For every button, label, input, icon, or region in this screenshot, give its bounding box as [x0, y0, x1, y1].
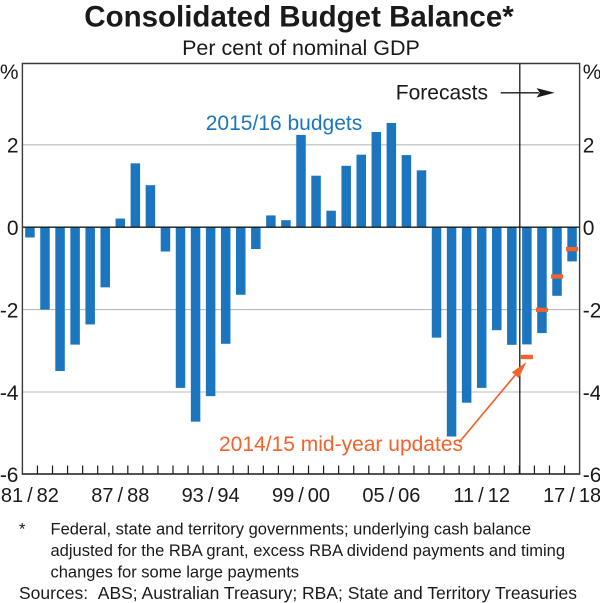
- svg-text:17 / 18: 17 / 18: [543, 485, 600, 507]
- svg-text:99 / 00: 99 / 00: [272, 485, 330, 507]
- svg-text:adjusted for the RBA grant, ex: adjusted for the RBA grant, excess RBA d…: [51, 542, 566, 560]
- svg-text:0: 0: [583, 217, 595, 240]
- svg-text:87 / 88: 87 / 88: [91, 485, 149, 507]
- svg-text:-6: -6: [0, 464, 19, 487]
- svg-text:0: 0: [7, 217, 19, 240]
- svg-text:-4: -4: [0, 382, 19, 405]
- svg-text:11 / 12: 11 / 12: [453, 485, 510, 507]
- svg-text:05 / 06: 05 / 06: [362, 485, 420, 507]
- svg-text:2015/16 budgets: 2015/16 budgets: [206, 112, 362, 135]
- svg-text:%: %: [583, 61, 600, 84]
- svg-text:-4: -4: [583, 382, 600, 405]
- svg-text:2: 2: [583, 135, 595, 158]
- svg-text:Per cent of nominal GDP: Per cent of nominal GDP: [182, 36, 420, 60]
- svg-text:Federal, state and territory g: Federal, state and territory governments…: [51, 521, 532, 539]
- svg-text:Sources: ABS; Australian Trea: Sources: ABS; Australian Treasury; RBA; …: [19, 583, 577, 603]
- svg-text:-2: -2: [0, 299, 19, 322]
- svg-text:-2: -2: [583, 299, 600, 322]
- svg-text:93 / 94: 93 / 94: [182, 485, 240, 507]
- svg-text:2014/15 mid-year updates: 2014/15 mid-year updates: [219, 433, 463, 456]
- svg-text:%: %: [0, 61, 19, 84]
- svg-text:81 / 82: 81 / 82: [1, 485, 59, 507]
- svg-text:Consolidated Budget Balance*: Consolidated Budget Balance*: [84, 1, 514, 34]
- svg-text:changes for some large payment: changes for some large payments: [51, 564, 300, 582]
- svg-text:2: 2: [7, 135, 19, 158]
- svg-text:Forecasts: Forecasts: [396, 82, 488, 105]
- svg-text:-6: -6: [583, 464, 600, 487]
- svg-text:*: *: [19, 521, 26, 539]
